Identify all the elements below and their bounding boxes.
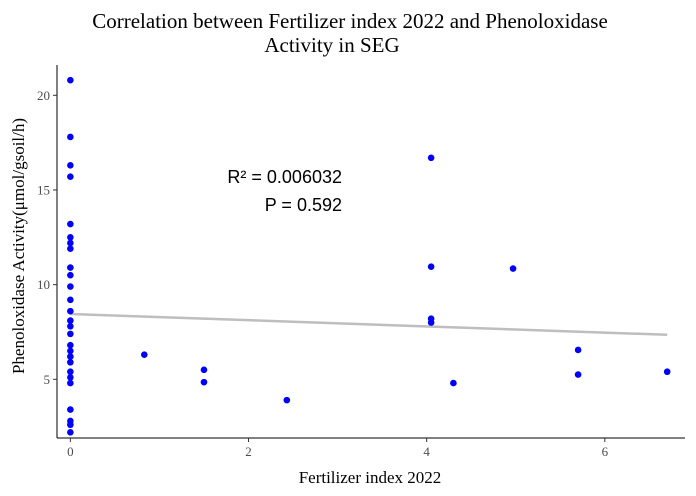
plot-area (56, 65, 685, 439)
y-tick-label: 10 (37, 277, 50, 292)
r-squared-annotation: R² = 0.006032 (227, 167, 342, 187)
x-tick-label: 2 (245, 444, 252, 459)
data-point (67, 341, 74, 349)
data-point (67, 283, 74, 290)
data-point (67, 220, 74, 228)
y-axis-ticks: 5 10 15 20 (37, 88, 57, 387)
data-point (574, 346, 582, 354)
data-point (67, 239, 74, 247)
data-point (67, 358, 74, 366)
data-point (67, 379, 74, 387)
x-tick-label: 6 (602, 444, 609, 459)
y-axis-title: Phenoloxidase Activity(μmol/gsoil/h) (9, 118, 28, 374)
data-point (67, 271, 74, 279)
data-point (67, 330, 74, 338)
data-point (200, 366, 208, 374)
data-point (67, 353, 74, 360)
data-point (450, 379, 457, 387)
data-point (67, 421, 74, 429)
data-point (283, 396, 291, 404)
data-point (67, 173, 74, 181)
data-point (200, 378, 208, 386)
p-value-annotation: P = 0.592 (265, 195, 342, 215)
data-point (67, 406, 74, 413)
data-point (67, 374, 74, 381)
data-point (67, 133, 74, 141)
data-point (67, 162, 74, 169)
data-point (67, 233, 74, 241)
x-tick-label: 4 (423, 444, 430, 459)
data-point (67, 307, 74, 315)
data-point (67, 322, 74, 330)
data-point (67, 296, 74, 304)
data-point (67, 368, 74, 376)
regression-line (70, 312, 668, 337)
y-tick-label: 20 (37, 88, 50, 103)
chart-title-line-1: Correlation between Fertilizer index 202… (92, 9, 608, 33)
x-axis-title: Fertilizer index 2022 (299, 468, 442, 487)
data-point (67, 264, 74, 271)
y-tick-label: 15 (37, 182, 50, 197)
data-point (427, 263, 435, 270)
data-point (509, 265, 517, 272)
data-point (67, 347, 74, 355)
y-tick-label: 5 (44, 372, 51, 387)
data-point (67, 317, 74, 324)
data-point (67, 245, 74, 252)
x-axis-ticks: 0 2 4 6 (67, 438, 609, 459)
chart-title-line-2: Activity in SEG (264, 33, 399, 57)
points-layer (67, 76, 671, 436)
data-point (67, 429, 74, 436)
x-tick-label: 0 (67, 444, 74, 459)
regression-layer (70, 312, 668, 337)
data-point (67, 76, 74, 84)
data-point (427, 319, 435, 326)
data-point (663, 368, 671, 376)
data-point (427, 154, 435, 162)
data-point (574, 371, 582, 378)
data-point (140, 351, 148, 358)
